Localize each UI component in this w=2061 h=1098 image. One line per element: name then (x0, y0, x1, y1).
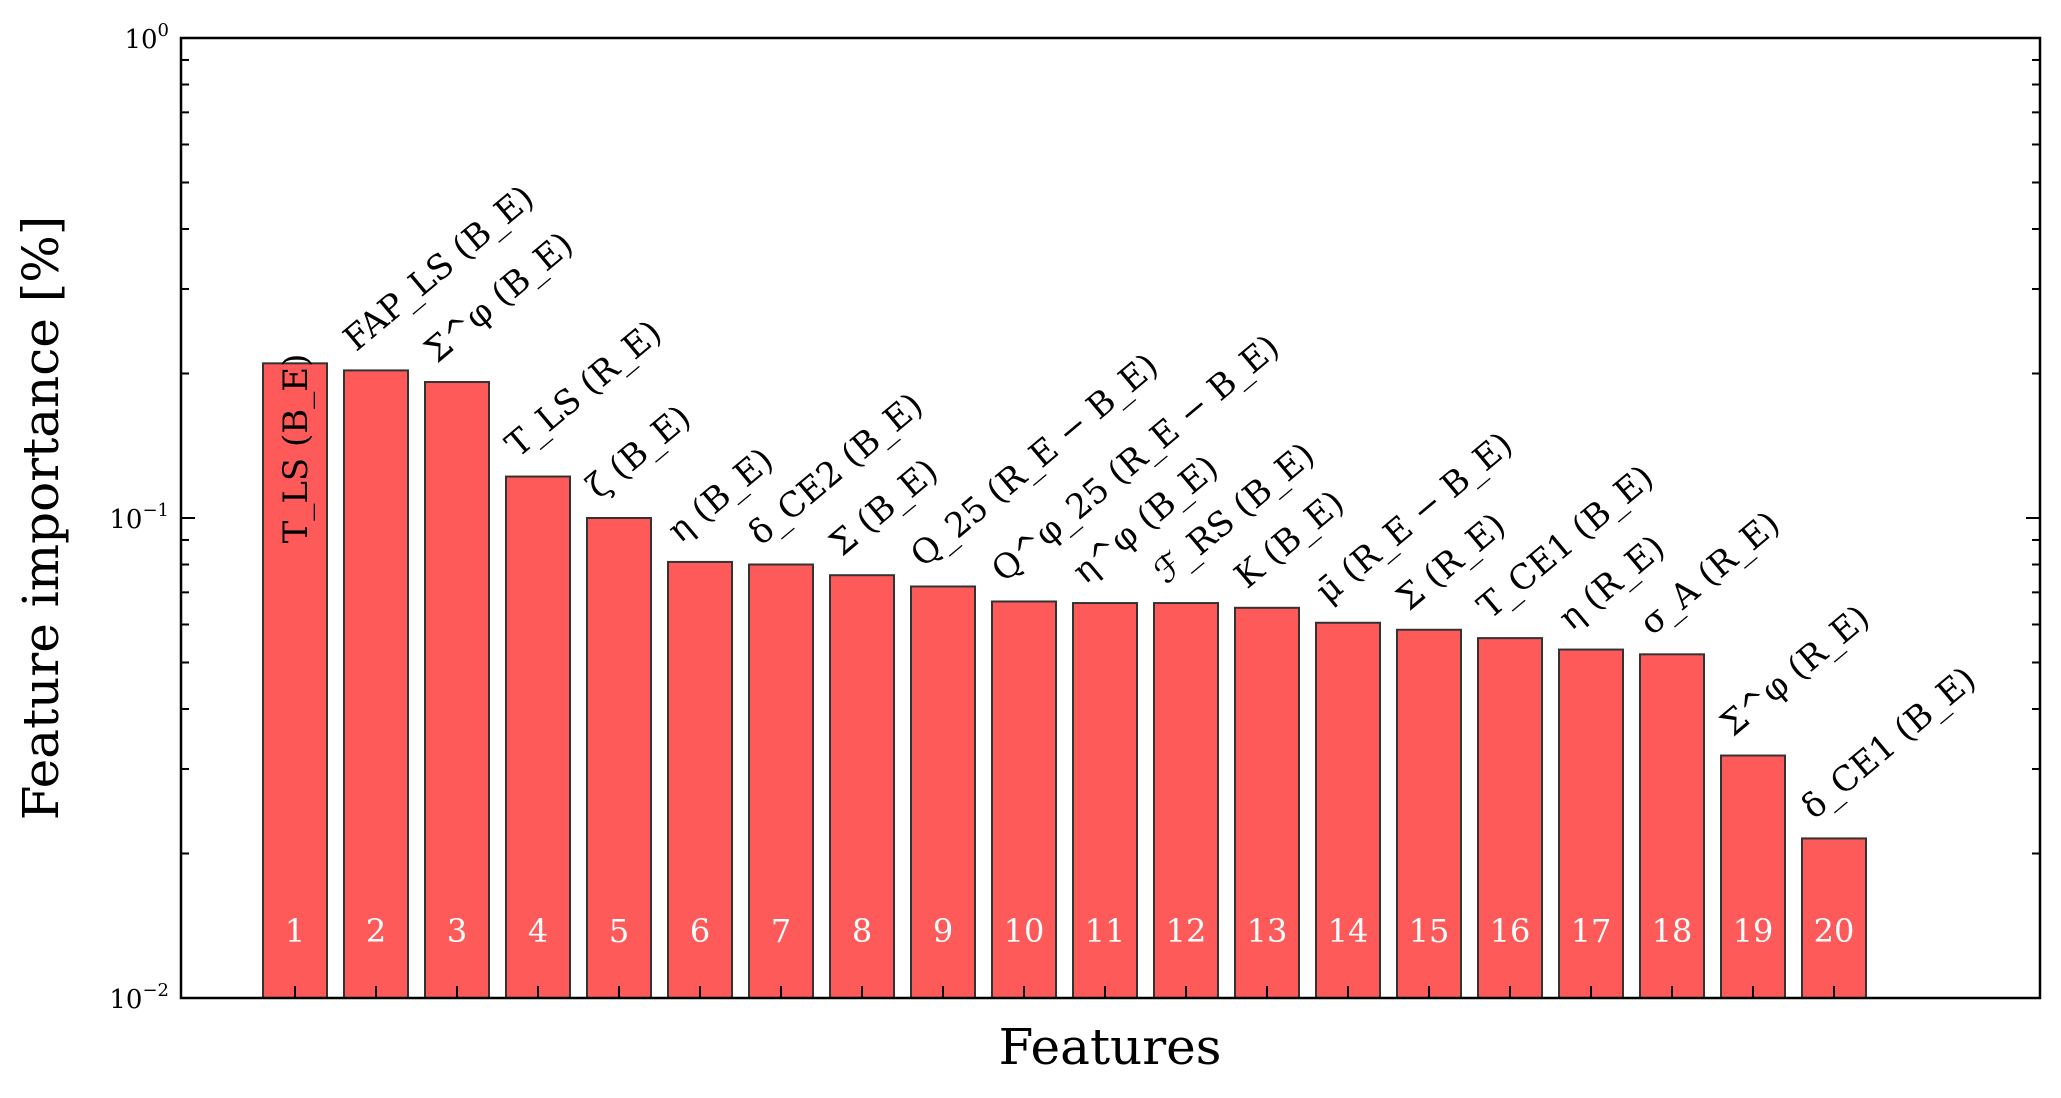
bar-index-label: 12 (1166, 912, 1207, 950)
bar-index-label: 10 (1004, 912, 1045, 950)
bar-index-label: 3 (447, 912, 467, 950)
feature-label: δ_CE1 (B_E) (1794, 659, 1984, 827)
bar (424, 381, 490, 1000)
bar (343, 369, 409, 999)
bar-index-label: 11 (1085, 912, 1126, 950)
feature-label: Σ^φ (R_E) (1713, 597, 1877, 744)
bar (1558, 648, 1624, 1000)
feature-label: σ_A (R_E) (1632, 504, 1788, 644)
bar (586, 517, 652, 999)
y-tick-label: 10−2 (109, 980, 169, 1015)
y-tick-labels: 100 10−1 10−2 (109, 20, 169, 1015)
y-tick-label: 10−1 (109, 500, 169, 535)
y-axis-title: Feature importance [%] (12, 216, 70, 821)
bar (262, 362, 328, 1000)
bar-index-label: 7 (771, 912, 791, 950)
bar (1639, 653, 1705, 1000)
bar-index-label: 13 (1247, 912, 1288, 950)
bar-index-label: 4 (528, 912, 548, 950)
bar-index-label: 16 (1490, 912, 1531, 950)
bar-index-label: 20 (1814, 912, 1855, 950)
plot-frame (179, 36, 2042, 1000)
bar (1234, 606, 1300, 999)
bar-index-label: 17 (1571, 912, 1612, 950)
bar-index-label: 5 (609, 912, 629, 950)
bar (1396, 628, 1462, 999)
bar-index-label: 1 (285, 912, 305, 950)
feature-label: ζ (B_E) (579, 397, 699, 506)
bar (1720, 754, 1786, 999)
bar-index-label: 19 (1733, 912, 1774, 950)
bar (1477, 637, 1543, 1000)
bar (667, 560, 733, 999)
bar-index-label: 8 (852, 912, 872, 950)
bars (262, 362, 1867, 1000)
bar-index-label: 6 (690, 912, 710, 950)
y-tick-label: 100 (124, 20, 169, 55)
feature-label: T_LS (B_E) (276, 354, 316, 544)
bar-index-label: 2 (366, 912, 386, 950)
minor-ticks (181, 58, 2040, 999)
bar (1153, 602, 1219, 999)
bar-indices: 1 2 3 4 5 6 7 8 9 10 11 12 13 14 15 16 17 18 19 20 (285, 912, 1855, 950)
bar (1801, 837, 1867, 1000)
bar (748, 563, 814, 999)
bar-index-label: 15 (1409, 912, 1450, 950)
bar-index-label: 18 (1652, 912, 1693, 950)
bar (829, 574, 895, 999)
bar (910, 585, 976, 999)
bar-index-label: 14 (1328, 912, 1369, 950)
x-axis-title: Features (999, 1018, 1222, 1076)
bar-index-label: 9 (933, 912, 953, 950)
bar (991, 600, 1057, 999)
